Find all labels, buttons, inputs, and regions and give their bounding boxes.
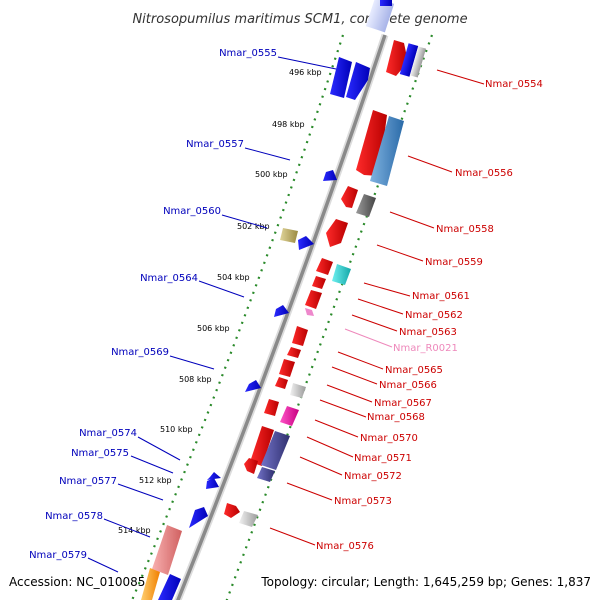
gene-label[interactable]: Nmar_0576 [316,541,374,552]
gene-label[interactable]: Nmar_0568 [367,412,425,423]
gene-feature [332,264,351,285]
gene-feature [250,426,274,466]
gene-label[interactable]: Nmar_0559 [425,257,483,268]
gene-feature [410,46,426,78]
gene-label[interactable]: Nmar_0579 [29,550,87,561]
gene-top-light [365,0,395,33]
gene-feature [152,525,182,575]
gene-feature [224,503,240,518]
gene-feature [356,194,376,217]
right-strand-genes [224,40,426,527]
gene-feature [206,478,219,489]
gene-label[interactable]: Nmar_0569 [111,347,169,358]
gene-label[interactable]: Nmar_0558 [436,224,494,235]
outer-tick-ring [225,34,434,600]
gene-label[interactable]: Nmar_0563 [399,327,457,338]
gene-label[interactable]: Nmar_0566 [379,380,437,391]
gene-label[interactable]: Nmar_0573 [334,496,392,507]
gene-feature [280,406,299,426]
gene-feature [189,507,208,528]
gene-label[interactable]: Nmar_0575 [71,448,129,459]
gene-feature [305,308,314,316]
gene-feature [207,472,221,480]
kbp-labels: 496 kbp 498 kbp 500 kbp 502 kbp 504 kbp … [118,68,322,535]
gene-feature [341,186,358,208]
gene-label[interactable]: Nmar_0556 [455,168,513,179]
gene-feature [298,236,314,250]
gene-feature [275,377,288,389]
gene-label[interactable]: Nmar_0560 [163,206,221,217]
gene-feature [261,431,290,470]
gene-feature [305,290,322,309]
tick-label: 496 kbp [289,68,322,77]
gene-feature [264,399,279,416]
gene-feature [279,359,295,377]
gene-feature [330,57,352,98]
gene-feature [346,62,370,100]
gene-feature [370,116,404,186]
gene-label[interactable]: Nmar_0562 [405,310,463,321]
gene-feature [290,383,306,398]
gene-label[interactable]: Nmar_0565 [385,365,443,376]
accession-text: Accession: NC_010085 [9,575,145,589]
gene-label[interactable]: Nmar_0564 [140,273,198,284]
gene-top-blue [380,0,392,6]
gene-feature [245,380,261,392]
tick-label: 508 kbp [179,375,212,384]
rna-leader-line [344,328,393,348]
gene-label[interactable]: Nmar_0574 [79,428,137,439]
gene-feature [280,228,298,243]
gene-feature [316,258,333,275]
left-strand-genes [141,57,370,600]
gene-label[interactable]: Nmar_0555 [219,48,277,59]
gene-label[interactable]: Nmar_0571 [354,453,412,464]
gene-label[interactable]: Nmar_R0021 [393,343,458,354]
gene-label[interactable]: Nmar_0570 [360,433,418,444]
gene-feature [158,574,181,600]
tick-label: 502 kbp [237,222,270,231]
gene-feature [292,326,308,346]
topology-text: Topology: circular; Length: 1,645,259 bp… [260,575,591,589]
gene-label[interactable]: Nmar_0577 [59,476,117,487]
map-title: Nitrosopumilus maritimus SCM1, complete … [132,12,467,27]
gene-feature [312,276,326,289]
right-leader-lines [269,69,485,546]
left-leader-lines [87,56,337,573]
gene-label[interactable]: Nmar_0561 [412,291,470,302]
gene-label[interactable]: Nmar_0557 [186,139,244,150]
tick-label: 510 kbp [160,425,193,434]
tick-label: 506 kbp [197,324,230,333]
tick-label: 498 kbp [272,120,305,129]
gene-label[interactable]: Nmar_0572 [344,471,402,482]
gene-feature [274,305,289,317]
tick-label: 504 kbp [217,273,250,282]
gene-feature [323,170,337,181]
tick-label: 512 kbp [139,476,172,485]
gene-feature [239,511,258,527]
gene-feature [257,467,275,482]
gene-feature [399,43,419,77]
genome-backbone [176,34,387,600]
tick-label: 500 kbp [255,170,288,179]
gene-feature [287,347,301,358]
gene-label[interactable]: Nmar_0567 [374,398,432,409]
gene-feature [326,219,348,247]
gene-label[interactable]: Nmar_0578 [45,511,103,522]
gene-feature [141,568,160,600]
gene-label[interactable]: Nmar_0554 [485,79,543,90]
inner-tick-ring [130,34,345,600]
gene-feature [244,458,258,474]
